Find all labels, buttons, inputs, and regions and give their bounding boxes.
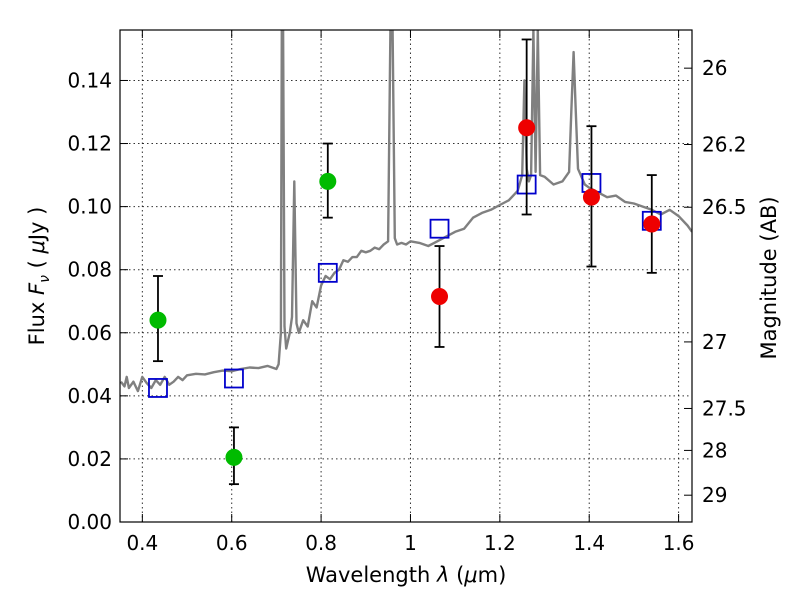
y-tick-label: 0.10 (67, 195, 112, 219)
plot-frame (119, 29, 693, 523)
y2-tick-label: 27 (702, 330, 727, 354)
measured-flux-point (431, 288, 449, 305)
measured-flux-point (319, 172, 337, 190)
model-square-point (148, 378, 168, 398)
measured-flux-point (225, 448, 243, 466)
y-tick-label: 0.04 (67, 384, 112, 408)
x-tick-label: 0.6 (216, 531, 248, 555)
x-tick-label: 0.4 (126, 531, 158, 555)
measured-flux-point (643, 215, 661, 233)
y2-tick-label: 27.5 (702, 396, 747, 420)
y2-tick-label: 28 (702, 438, 727, 462)
y2-tick-label: 29 (702, 483, 727, 507)
y-tick-label: 0.14 (67, 68, 112, 92)
y2-axis-label: Magnitude (AB) (757, 196, 781, 359)
x-axis-label: Wavelength λ (μm) (306, 563, 507, 587)
x-tick-label: 1.2 (484, 531, 516, 555)
y-tick-label: 0.00 (67, 510, 112, 534)
y-tick-label: 0.08 (67, 258, 112, 282)
y2-tick-label: 26.2 (702, 132, 747, 156)
y-tick-label: 0.06 (67, 321, 112, 345)
x-tick-label: 1.6 (663, 531, 695, 555)
model-square-point (224, 368, 244, 389)
y-axis-label: Flux Fν ( μJy ) (25, 207, 53, 346)
y2-tick-label: 26.5 (702, 195, 747, 219)
marker-layer (148, 38, 662, 486)
measured-flux-point (582, 188, 600, 206)
y2-tick-label: 26 (702, 56, 727, 80)
data-layer (120, 30, 692, 393)
model-square-point (317, 262, 338, 283)
measured-flux-point (149, 311, 167, 329)
x-tick-label: 1 (404, 531, 417, 555)
grid-lines (120, 30, 692, 523)
tick-marks: 0.4 0.6 0.8 1 1.2 1.4 1.6 0.00 0.02 0.04 0.06 0.08 0… (67, 30, 747, 555)
y-tick-label: 0.12 (67, 132, 112, 156)
model-square-point (429, 218, 450, 239)
x-tick-label: 0.8 (305, 531, 337, 555)
x-tick-label: 1.4 (573, 531, 605, 555)
spectrum-line (120, 30, 692, 393)
measured-flux-point (518, 119, 536, 137)
y-tick-label: 0.02 (67, 447, 112, 471)
